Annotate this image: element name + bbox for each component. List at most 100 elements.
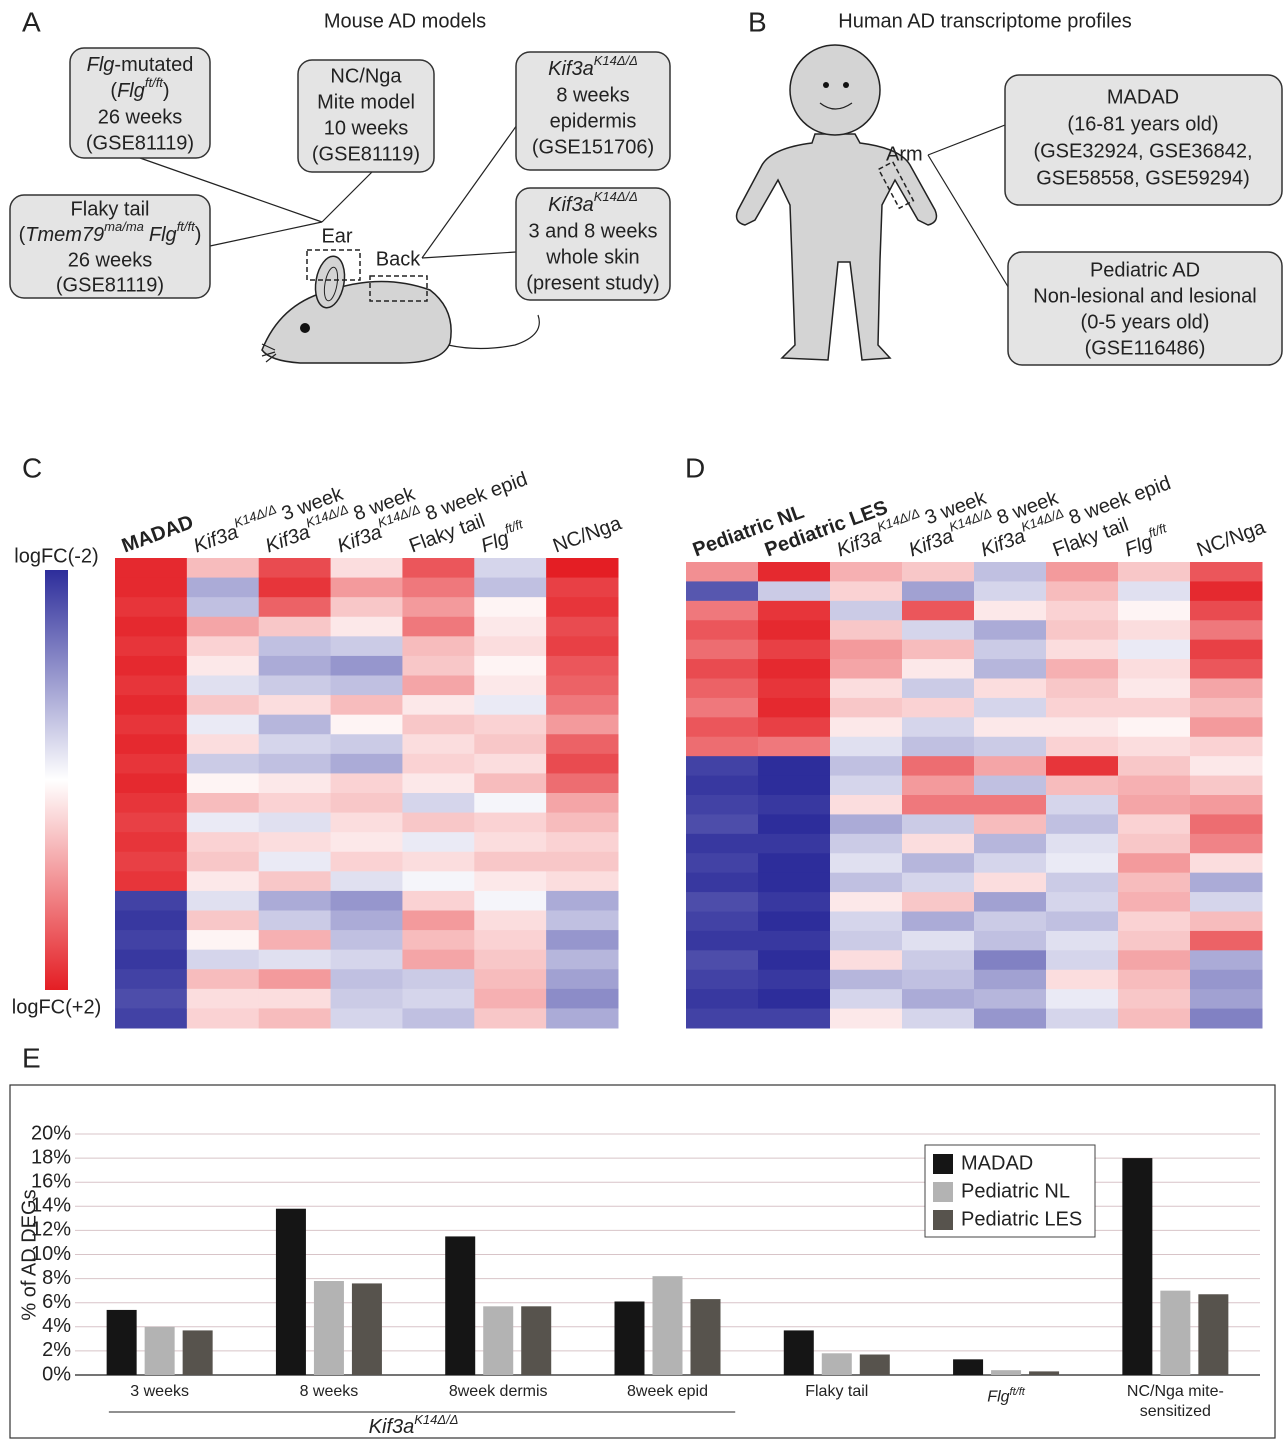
heatmap-cell <box>1190 834 1263 854</box>
heatmap-cell <box>1046 679 1119 699</box>
heatmap-cell <box>1118 853 1191 873</box>
heatmap-cell <box>474 852 546 872</box>
heatmap-cell <box>902 601 975 621</box>
heatmap-cell <box>115 852 187 872</box>
heatmap-cell <box>259 852 331 872</box>
heatmap-cell <box>331 852 403 872</box>
heatmap-cell <box>187 734 259 754</box>
box-text: 8 weeks <box>556 84 629 106</box>
heatmap-cell <box>830 1009 903 1029</box>
heatmap-cell <box>187 989 259 1009</box>
legend-swatch <box>933 1210 953 1230</box>
label-part: ft/ft <box>1146 520 1169 541</box>
heatmap-cell <box>474 911 546 931</box>
box-text: Mite model <box>317 91 415 113</box>
heatmap-cell <box>974 1009 1047 1029</box>
column-label: MADAD <box>119 512 196 558</box>
box-text: whole skin <box>545 246 639 268</box>
heatmap-cell <box>187 950 259 970</box>
heatmap-cell <box>546 852 618 872</box>
heatmap-cell <box>1118 776 1191 796</box>
bar <box>953 1359 983 1375</box>
heatmap-cell <box>1046 1009 1119 1029</box>
heatmap-cell <box>830 601 903 621</box>
heatmap-cell <box>115 754 187 774</box>
heatmap-cell <box>758 620 831 640</box>
heatmap-cell <box>902 989 975 1009</box>
heatmap-cell <box>1118 873 1191 893</box>
heatmap-cell <box>902 737 975 757</box>
heatmap-cell <box>187 930 259 950</box>
x-tick-label: Flgft/ft <box>931 1382 1081 1407</box>
heatmap-cell <box>974 620 1047 640</box>
heatmap-cell <box>402 969 474 989</box>
box-text: (present study) <box>526 272 659 294</box>
x-tick-label: Flaky tail <box>762 1382 912 1402</box>
heatmap-cell <box>758 737 831 757</box>
heatmap-cell <box>546 578 618 598</box>
y-axis-label: % of AD DEGs <box>18 1189 40 1320</box>
heatmap-cell <box>1118 679 1191 699</box>
heatmap-cell <box>1046 698 1119 718</box>
heatmap-cell <box>259 793 331 813</box>
bar <box>822 1353 852 1375</box>
category-text: 3 weeks <box>130 1383 189 1400</box>
heatmap-cell <box>115 989 187 1009</box>
heatmap-cell <box>402 578 474 598</box>
heatmap-cell <box>1118 698 1191 718</box>
region-label: Ear <box>321 225 352 247</box>
heatmap-cell <box>686 562 759 582</box>
label-part: Kif3a <box>191 521 241 557</box>
heatmap-cell <box>1118 834 1191 854</box>
panel-letter: A <box>22 6 41 37</box>
heatmap-cell <box>830 640 903 660</box>
heatmap-cell <box>546 1008 618 1028</box>
heatmap-cell <box>830 737 903 757</box>
heatmap-cell <box>902 912 975 932</box>
bar <box>784 1330 814 1375</box>
heatmap-cell <box>115 813 187 833</box>
heatmap-cell <box>1190 1009 1263 1029</box>
heatmap-cell <box>1046 795 1119 815</box>
heatmap-cell <box>259 695 331 715</box>
heatmap-cell <box>187 852 259 872</box>
heatmap-cell <box>974 873 1047 893</box>
heatmap-cell <box>1118 950 1191 970</box>
bar <box>276 1209 306 1375</box>
legend-swatch <box>933 1182 953 1202</box>
heatmap-cell <box>115 734 187 754</box>
heatmap-cell <box>546 911 618 931</box>
label-part: Kif3a <box>335 521 385 557</box>
heatmap-cell <box>1118 640 1191 660</box>
heatmap-cell <box>115 636 187 656</box>
heatmap-cell <box>1118 659 1191 679</box>
heatmap-cell <box>474 656 546 676</box>
heatmap-cell <box>902 581 975 601</box>
heatmap-cell <box>758 717 831 737</box>
heatmap-cell <box>758 950 831 970</box>
heatmap-cell <box>1046 853 1119 873</box>
heatmap-cell <box>402 695 474 715</box>
legend-label: MADAD <box>961 1152 1033 1174</box>
heatmap-cell <box>830 756 903 776</box>
box-text: Pediatric AD <box>1090 259 1200 281</box>
region-label: Back <box>376 248 421 270</box>
heatmap-cell <box>902 814 975 834</box>
heatmap-cell <box>974 853 1047 873</box>
heatmap-cell <box>402 793 474 813</box>
box-text: Flaky tail <box>71 198 150 220</box>
heatmap-cell <box>187 969 259 989</box>
heatmap-cell <box>974 562 1047 582</box>
heatmap-cell <box>1190 795 1263 815</box>
heatmap-cell <box>830 620 903 640</box>
heatmap-cell <box>974 834 1047 854</box>
heatmap-cell <box>830 795 903 815</box>
heatmap-cell <box>259 656 331 676</box>
heatmap-cell <box>402 832 474 852</box>
heatmap-cell <box>546 832 618 852</box>
heatmap-cell <box>686 912 759 932</box>
heatmap-cell <box>1190 912 1263 932</box>
heatmap-cell <box>402 989 474 1009</box>
heatmap-cell <box>546 676 618 696</box>
category-text: 8 weeks <box>300 1383 359 1400</box>
